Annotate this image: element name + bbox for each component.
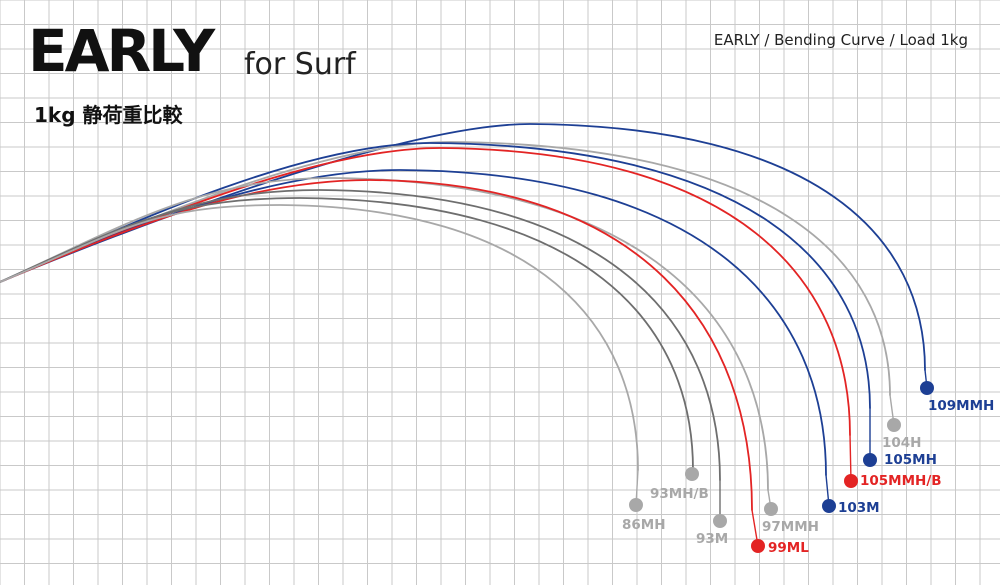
curve-dot	[887, 418, 901, 432]
page-subtitle: 1kg 静荷重比較	[34, 103, 183, 127]
curve-label: 86MH	[622, 517, 666, 533]
curve-label: 105MMH/B	[860, 473, 942, 489]
curve-99ml	[0, 179, 753, 511]
curve-104h	[0, 141, 891, 396]
curve-label: 93MH/B	[650, 486, 709, 502]
curve-label: 105MH	[884, 452, 937, 468]
curve-label: 109MMH	[928, 398, 994, 414]
curve-dot	[751, 539, 765, 553]
curve-connector	[849, 434, 852, 482]
curve-93mh-b	[0, 197, 694, 471]
title-suffix: for Surf	[244, 47, 356, 82]
curve-dot	[920, 381, 934, 395]
bending-curves	[0, 123, 926, 511]
curve-97mmh	[0, 177, 769, 491]
curve-dot	[713, 514, 727, 528]
curve-109mmh	[0, 123, 926, 371]
curve-dot	[863, 453, 877, 467]
curve-label: 93M	[696, 531, 728, 547]
curve-dot	[822, 499, 836, 513]
curve-label: 104H	[882, 435, 921, 451]
curve-label: 97MMH	[762, 519, 819, 535]
curve-dot	[629, 498, 643, 512]
curve-label: 103M	[838, 500, 880, 516]
chart-caption: EARLY / Bending Curve / Load 1kg	[713, 31, 968, 49]
curve-86mh	[0, 204, 639, 471]
curve-105mh	[0, 142, 871, 409]
curve-dot	[764, 502, 778, 516]
curve-label: 99ML	[768, 540, 809, 556]
page-title: EARLY	[28, 17, 215, 85]
curve-dot	[844, 474, 858, 488]
curve-dot	[685, 467, 699, 481]
